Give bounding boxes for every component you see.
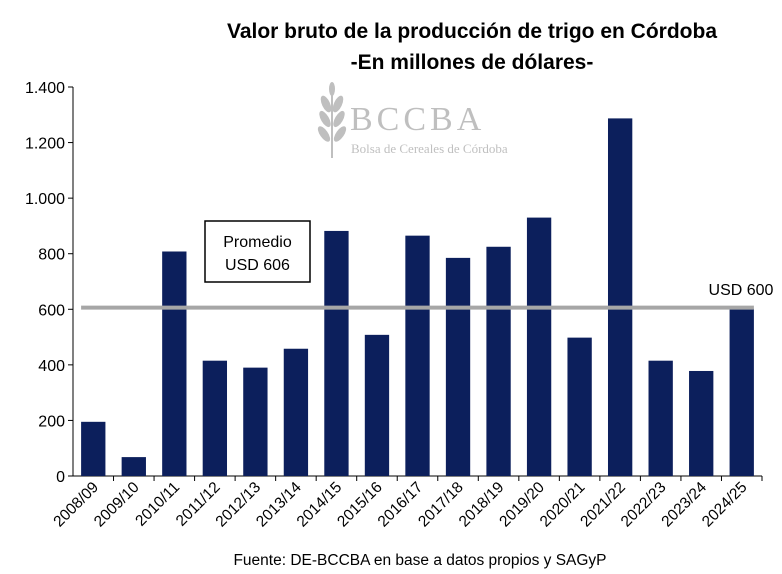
source-note: Fuente: DE-BCCBA en base a datos propios… <box>233 552 606 569</box>
bar-2010-11 <box>162 251 187 476</box>
y-tick-label: 800 <box>38 247 65 264</box>
y-tick-label: 1.200 <box>25 136 65 153</box>
watermark-subtext: Bolsa de Cereales de Córdoba <box>351 141 508 156</box>
bar-2023-24 <box>689 370 714 476</box>
last-value-label: USD 600 <box>709 282 774 299</box>
bar-2013-14 <box>283 348 309 476</box>
bar-2021-22 <box>607 118 633 476</box>
x-tick-labels: 2008/092009/102010/112011/122012/132013/… <box>50 479 750 531</box>
bar-2009-10 <box>121 457 146 476</box>
bar-2016-17 <box>405 235 430 476</box>
chart-title: Valor bruto de la producción de trigo en… <box>227 20 717 43</box>
chart-subtitle: -En millones de dólares- <box>351 51 594 74</box>
bar-2022-23 <box>648 360 673 476</box>
bar-2012-13 <box>243 367 268 476</box>
y-tick-label: 200 <box>38 413 65 430</box>
watermark-name: BCCBA <box>350 101 485 138</box>
average-box: Promedio USD 606 <box>204 220 311 283</box>
bar-2015-16 <box>364 334 390 476</box>
bars-group <box>81 118 754 477</box>
bar-2011-12 <box>202 360 228 476</box>
x-tick-label: 2010/11 <box>132 479 183 530</box>
average-box-line-2: USD 606 <box>225 257 290 274</box>
bar-2018-19 <box>486 246 511 476</box>
average-box-frame <box>204 220 311 283</box>
y-tick-label: 1.000 <box>25 191 65 208</box>
average-box-line-1: Promedio <box>223 234 292 251</box>
x-tick-label: 2024/25 <box>699 479 751 531</box>
y-tick-label: 1.400 <box>25 80 65 97</box>
wheat-icon <box>317 82 347 158</box>
bar-2017-18 <box>445 257 471 476</box>
bar-2019-20 <box>526 217 552 477</box>
y-tick-label: 600 <box>38 302 65 319</box>
bar-2024-25 <box>729 308 754 476</box>
bar-2014-15 <box>324 230 349 476</box>
x-tick-label: 2009/10 <box>91 479 143 531</box>
bccba-watermark: BCCBA Bolsa de Cereales de Córdoba <box>317 82 508 158</box>
y-tick-label: 400 <box>38 358 65 375</box>
y-tick-label: 0 <box>56 469 65 486</box>
bar-2008-09 <box>81 421 106 476</box>
bar-2020-21 <box>567 337 592 476</box>
